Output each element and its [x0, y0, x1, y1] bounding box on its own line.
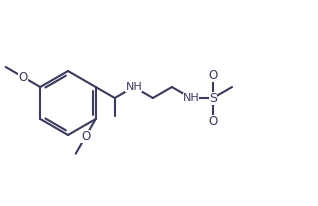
Text: NH: NH [125, 82, 142, 92]
Text: O: O [208, 69, 218, 82]
Text: O: O [18, 70, 28, 83]
Text: NH: NH [183, 93, 199, 103]
Text: S: S [209, 91, 217, 104]
Text: O: O [208, 115, 218, 128]
Text: O: O [81, 130, 90, 143]
